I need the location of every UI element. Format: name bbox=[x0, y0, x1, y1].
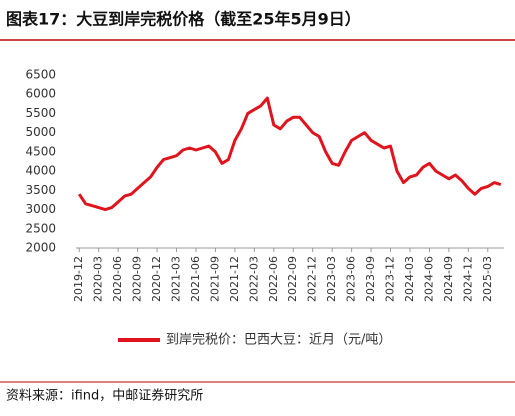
y-tick-label: 6000 bbox=[25, 87, 56, 101]
y-tick-label: 4500 bbox=[25, 144, 56, 158]
series-line bbox=[77, 96, 502, 212]
x-tick-label: 2022-03 bbox=[247, 256, 260, 302]
y-tick-label: 5000 bbox=[25, 125, 56, 139]
y-tick-label: 3000 bbox=[25, 202, 56, 216]
x-tick-label: 2019-12 bbox=[72, 256, 85, 302]
legend-label: 到岸完税价：巴西大豆：近月（元/吨） bbox=[166, 333, 391, 348]
y-tick-label: 4000 bbox=[25, 164, 56, 178]
x-tick-label: 2025-03 bbox=[481, 256, 494, 302]
x-tick-label: 2021-06 bbox=[189, 256, 202, 302]
x-tick-label: 2022-09 bbox=[286, 256, 299, 302]
x-tick-label: 2023-12 bbox=[384, 256, 397, 302]
x-tick-label: 2021-03 bbox=[170, 256, 183, 302]
source: 资料来源：ifind，中邮证券研究所 bbox=[6, 388, 203, 404]
x-tick-label: 2024-06 bbox=[422, 256, 435, 302]
y-tick-label: 5500 bbox=[25, 106, 56, 120]
x-tick-label: 2022-12 bbox=[306, 256, 319, 302]
x-tick-label: 2020-06 bbox=[111, 256, 124, 302]
y-tick-label: 3500 bbox=[25, 183, 56, 197]
x-tick-label: 2022-06 bbox=[267, 256, 280, 302]
x-tick-label: 2023-06 bbox=[345, 256, 358, 302]
x-tick-label: 2024-09 bbox=[442, 256, 455, 302]
x-tick-label: 2023-09 bbox=[364, 256, 377, 302]
x-tick-label: 2024-03 bbox=[403, 256, 416, 302]
y-tick-label: 2500 bbox=[25, 221, 56, 235]
chart-title: 图表17：大豆到岸完税价格（截至25年5月9日） bbox=[6, 10, 361, 29]
x-tick-label: 2021-09 bbox=[208, 256, 221, 302]
x-tick-label: 2020-09 bbox=[131, 256, 144, 302]
y-tick-label: 2000 bbox=[25, 241, 56, 255]
x-tick-label: 2020-03 bbox=[92, 256, 105, 302]
x-tick-label: 2020-12 bbox=[150, 256, 163, 302]
x-tick-label: 2023-03 bbox=[325, 256, 338, 302]
x-tick-label: 2024-12 bbox=[461, 256, 474, 302]
y-tick-label: 6500 bbox=[25, 68, 56, 82]
x-tick-label: 2021-12 bbox=[228, 256, 241, 302]
